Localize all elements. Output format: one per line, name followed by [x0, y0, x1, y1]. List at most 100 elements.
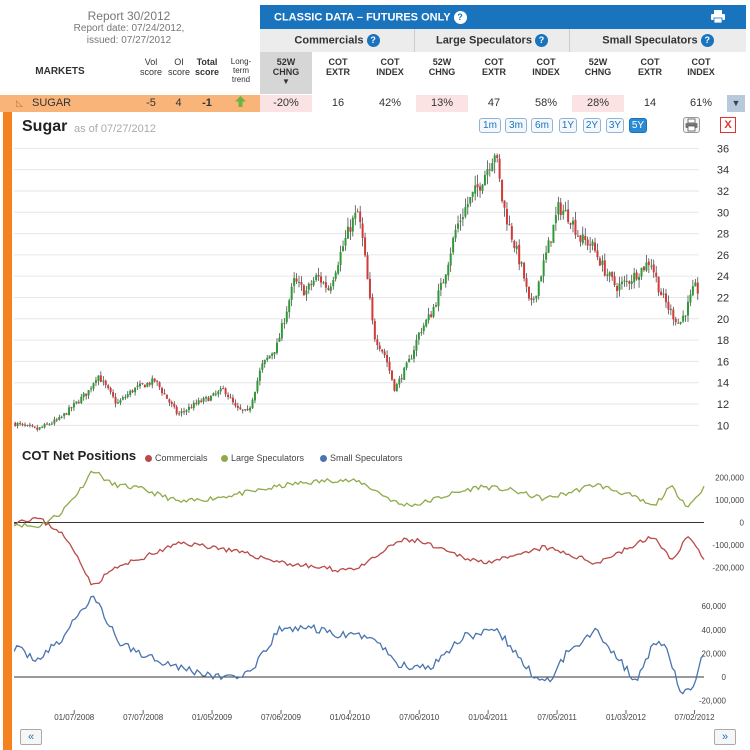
next-button[interactable]: »: [714, 729, 736, 745]
candle-body: [606, 274, 609, 276]
candle-body: [530, 298, 533, 300]
candle-body: [48, 424, 51, 426]
candle-body: [322, 282, 325, 284]
header-text: INDEX: [687, 67, 715, 77]
candle-body: [170, 402, 173, 405]
candle-body: [307, 283, 310, 290]
header-large-extr[interactable]: COT EXTR: [468, 52, 520, 94]
candle-body: [535, 295, 538, 299]
candle-body: [454, 229, 457, 239]
print-chart-button[interactable]: [683, 117, 700, 133]
header-text: COT: [328, 57, 348, 67]
candle-body: [43, 424, 46, 428]
y-tick-label: 0: [740, 519, 745, 528]
header-text: 52W: [432, 57, 452, 67]
prev-button[interactable]: «: [20, 729, 42, 745]
range-button-5y[interactable]: 5Y: [629, 118, 647, 133]
candle-body: [354, 212, 357, 219]
candle-body: [302, 285, 305, 296]
market-cell[interactable]: ◺ SUGAR: [0, 95, 138, 112]
header-markets[interactable]: MARKETS: [0, 52, 120, 94]
group-label: Small Speculators: [602, 34, 698, 47]
help-icon[interactable]: ?: [700, 34, 714, 47]
candle-body: [417, 332, 420, 340]
candle-body: [488, 169, 491, 171]
help-icon[interactable]: ?: [453, 11, 467, 24]
header-trend[interactable]: Long- term trend: [224, 52, 258, 94]
series-line-commercials: [14, 517, 705, 586]
legend-commercials[interactable]: Commercials: [145, 453, 208, 463]
header-text: COT: [380, 57, 400, 67]
legend-large-speculators[interactable]: Large Speculators: [221, 453, 304, 463]
candle-body: [591, 241, 594, 246]
table-row[interactable]: ◺ SUGAR -5 4 -1 -20% 16 42% 13% 47 58% 2…: [0, 95, 746, 112]
candle-body: [229, 397, 232, 399]
candle-body: [58, 417, 61, 420]
candle-body: [72, 403, 75, 408]
candle-body: [581, 234, 584, 244]
candle-body: [161, 387, 164, 394]
header-oi-score[interactable]: OI score: [165, 52, 193, 94]
candle-body: [116, 402, 119, 404]
group-large-speculators: Large Speculators ?: [415, 29, 570, 52]
small-extr-cell: 14: [624, 95, 676, 112]
candle-body: [253, 391, 256, 401]
markets-label: MARKETS: [35, 66, 85, 77]
printer-icon[interactable]: [710, 10, 726, 23]
market-name: SUGAR: [31, 97, 72, 109]
candle-body: [464, 207, 467, 217]
y-tick-label: 100,000: [715, 496, 744, 505]
candle-body: [175, 406, 178, 414]
header-comm-52w[interactable]: 52W CHNG ▼: [260, 52, 312, 94]
header-small-index[interactable]: COT INDEX: [676, 52, 726, 94]
range-button-2y[interactable]: 2Y: [583, 118, 601, 133]
header-comm-extr[interactable]: COT EXTR: [312, 52, 364, 94]
candle-body: [667, 301, 670, 310]
candle-body: [598, 258, 601, 266]
header-large-52w[interactable]: 52W CHNG: [416, 52, 468, 94]
candle-body: [227, 394, 230, 398]
candle-body: [178, 413, 181, 415]
candle-body: [334, 272, 337, 280]
candle-body: [635, 272, 638, 280]
candle-body: [567, 209, 570, 223]
expand-row-button[interactable]: ▼: [727, 95, 745, 112]
candle-body: [190, 407, 193, 409]
range-button-1y[interactable]: 1Y: [559, 118, 577, 133]
range-button-3y[interactable]: 3Y: [606, 118, 624, 133]
help-icon[interactable]: ?: [535, 34, 549, 47]
x-tick-label: 07/02/2012: [675, 713, 716, 722]
candle-body: [650, 265, 653, 267]
candle-body: [222, 388, 225, 390]
range-button-6m[interactable]: 6m: [531, 118, 553, 133]
help-icon[interactable]: ?: [366, 34, 380, 47]
candle-body: [537, 281, 540, 296]
price-chart: 10 12 14 16 18 20 22 24 26 28 30 32 34 36: [14, 143, 729, 432]
candle-body: [381, 349, 384, 352]
candle-body: [589, 244, 592, 246]
large-chng-cell: 13%: [416, 95, 468, 112]
candle-body: [200, 400, 203, 402]
candle-body: [280, 323, 283, 339]
candle-body: [628, 281, 631, 284]
candle-body: [498, 158, 501, 179]
close-chart-button[interactable]: X: [720, 117, 736, 133]
candle-body: [527, 286, 530, 299]
candle-body: [361, 223, 364, 238]
candle-body: [501, 179, 504, 202]
header-text: COT: [536, 57, 556, 67]
header-text: score: [139, 67, 162, 77]
candle-body: [435, 305, 438, 307]
header-total-score[interactable]: Total score: [193, 52, 221, 94]
candle-body: [195, 402, 198, 404]
range-button-1m[interactable]: 1m: [479, 118, 501, 133]
header-vol-score[interactable]: Vol score: [138, 52, 164, 94]
legend-small-speculators[interactable]: Small Speculators: [320, 453, 403, 463]
header-small-52w[interactable]: 52W CHNG: [572, 52, 624, 94]
candle-body: [320, 276, 323, 283]
range-button-3m[interactable]: 3m: [505, 118, 527, 133]
y-tick-label: 16: [717, 356, 729, 368]
header-small-extr[interactable]: COT EXTR: [624, 52, 676, 94]
header-large-index[interactable]: COT INDEX: [520, 52, 572, 94]
header-comm-index[interactable]: COT INDEX: [364, 52, 416, 94]
